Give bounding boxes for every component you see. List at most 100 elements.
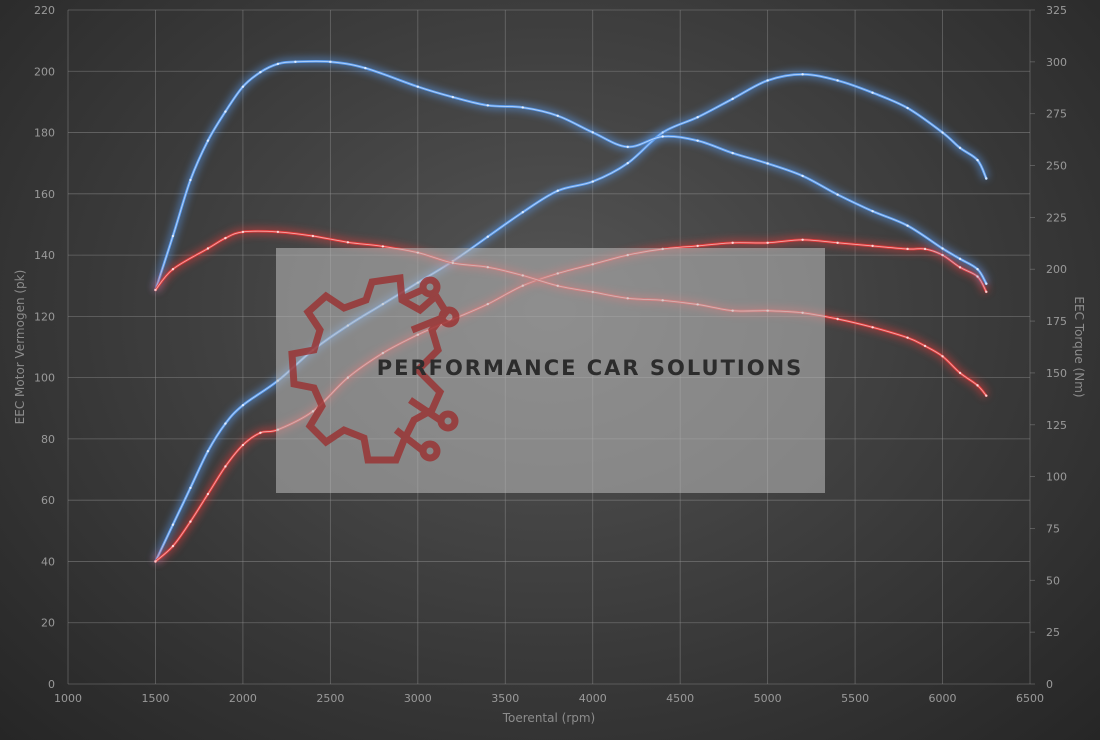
series-2: [152, 57, 990, 292]
series-point: [241, 443, 245, 447]
y-right-tick-label: 275: [1046, 108, 1067, 121]
y-right-tick-label: 175: [1046, 315, 1067, 328]
series-point: [189, 178, 192, 182]
tick-labels: 1000 1500 2000 2500 3000 3500 4000 4500 5000 5500…: [34, 4, 1067, 705]
series-point: [206, 247, 210, 250]
series-point: [346, 241, 350, 244]
series-point: [661, 135, 664, 138]
series-point: [906, 336, 909, 339]
series-point: [154, 288, 157, 292]
series-point: [731, 241, 734, 245]
series-point: [259, 71, 262, 74]
series-point: [985, 290, 988, 294]
y-left-tick-label: 220: [34, 4, 55, 17]
series-point: [171, 234, 175, 238]
y-right-tick-label: 325: [1046, 4, 1067, 17]
series-point: [923, 344, 927, 348]
series-point: [976, 158, 979, 162]
x-tick-label: 6000: [929, 692, 957, 705]
series-point: [766, 241, 769, 245]
series-point: [906, 224, 909, 227]
series-point: [591, 180, 594, 183]
x-axis-title: Toerental (rpm): [502, 711, 595, 725]
series-point: [923, 247, 927, 251]
series-point: [486, 235, 489, 238]
series-point: [556, 189, 559, 192]
series-point: [189, 520, 192, 523]
series-point: [985, 177, 988, 180]
series-point: [241, 404, 245, 407]
y-left-tick-label: 80: [41, 433, 55, 446]
series-point: [958, 371, 962, 375]
x-tick-label: 4500: [666, 692, 694, 705]
watermark: PERFORMANCE CAR SOLUTIONS: [276, 248, 825, 493]
series-point: [206, 449, 210, 453]
y-right-tick-label: 25: [1046, 626, 1060, 639]
series-point: [766, 162, 769, 165]
series-point: [941, 253, 944, 257]
series-point: [871, 244, 874, 248]
series-point: [486, 104, 489, 107]
x-tick-label: 1500: [141, 692, 169, 705]
series-point: [206, 492, 210, 496]
y-left-tick-label: 100: [34, 372, 55, 385]
x-tick-label: 5500: [841, 692, 869, 705]
series-point: [731, 97, 734, 101]
y-right-tick-label: 50: [1046, 574, 1060, 587]
series-point: [696, 244, 699, 248]
series-point: [224, 465, 227, 468]
y-left-tick-label: 0: [48, 678, 55, 691]
series-point: [871, 209, 874, 213]
x-tick-label: 3000: [404, 692, 432, 705]
series-point: [836, 193, 839, 196]
series-point: [958, 266, 962, 269]
series-point: [556, 114, 559, 117]
series-point: [976, 384, 979, 387]
y-left-tick-label: 200: [34, 65, 55, 78]
series-point: [906, 247, 909, 251]
y-right-tick-label: 100: [1046, 471, 1067, 484]
series-point: [364, 66, 367, 70]
y-left-axis-title: EEC Motor Vermogen (pk): [13, 270, 27, 425]
series-point: [976, 268, 979, 271]
series-point: [941, 131, 944, 134]
series-point: [941, 247, 944, 250]
series-point: [259, 431, 262, 434]
y-right-axis-title: EEC Torque (Nm): [1072, 296, 1086, 397]
series-point: [976, 275, 979, 278]
x-tick-label: 2000: [229, 692, 257, 705]
y-right-tick-label: 300: [1046, 56, 1067, 69]
series-point: [626, 161, 629, 165]
series-point: [311, 234, 315, 238]
y-right-tick-label: 225: [1046, 211, 1067, 224]
series-point: [985, 394, 988, 397]
series-point: [731, 151, 734, 155]
y-left-tick-label: 40: [41, 555, 55, 568]
series-point: [224, 236, 227, 240]
series-point: [521, 211, 524, 214]
series-point: [626, 145, 629, 149]
series-point: [801, 238, 804, 241]
series-point: [416, 85, 420, 88]
y-right-tick-label: 200: [1046, 263, 1067, 276]
series-point: [836, 79, 839, 82]
series-point: [294, 60, 297, 64]
y-left-tick-label: 180: [34, 127, 55, 140]
series-point: [958, 257, 962, 261]
series-point: [696, 139, 699, 142]
series-point: [906, 106, 909, 110]
series-point: [451, 95, 454, 99]
series-point: [276, 62, 280, 66]
y-right-tick-label: 75: [1046, 522, 1060, 535]
series-point: [836, 317, 839, 321]
gear-circuit-logo-icon: [288, 274, 460, 464]
series-point: [189, 486, 192, 490]
series-point: [241, 230, 245, 234]
series-point: [171, 523, 175, 526]
y-left-tick-label: 120: [34, 310, 55, 323]
series-point: [224, 110, 227, 113]
series-point: [985, 282, 988, 285]
series-point: [696, 116, 699, 119]
y-right-tick-label: 150: [1046, 367, 1067, 380]
